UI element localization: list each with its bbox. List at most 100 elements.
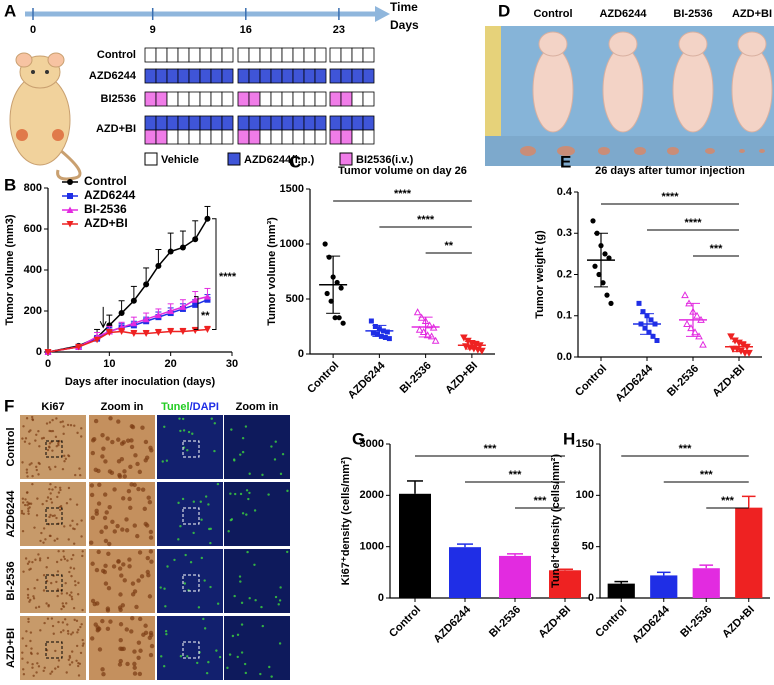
legend-swatch	[339, 152, 353, 166]
stain-dot	[65, 501, 69, 505]
schedule-box	[221, 47, 234, 63]
stain-dot	[147, 635, 153, 640]
stain-dot	[93, 622, 98, 627]
stain-dot	[59, 420, 62, 424]
stain-dot	[205, 671, 209, 675]
stain-dot	[25, 644, 28, 648]
x-tick-label: Control	[387, 604, 423, 640]
schedule-box	[362, 91, 375, 107]
stain-dot	[42, 669, 45, 673]
schedule-box	[166, 68, 179, 84]
schedule-box	[166, 91, 179, 107]
schedule-box	[351, 91, 364, 107]
x-tick-label: AZD+BI	[443, 360, 480, 397]
y-axis-label: Tumor weight (g)	[534, 230, 546, 319]
stain-dot	[279, 472, 283, 476]
y-axis-label: Ki67⁺density (cells/mm²)	[340, 456, 352, 585]
stain-dot	[56, 570, 60, 573]
stain-dot	[62, 629, 65, 632]
stain-dot	[57, 491, 61, 494]
stain-dot	[50, 617, 54, 620]
stain-dot	[125, 438, 131, 443]
stain-dot	[274, 440, 277, 443]
stain-dot	[254, 598, 257, 602]
marker	[130, 319, 138, 327]
stain-dot	[73, 580, 77, 583]
stain-dot	[28, 442, 31, 445]
histology-header-part: Zoom in	[101, 401, 144, 413]
stain-dot	[71, 519, 74, 523]
schedule-box	[237, 47, 250, 63]
stain-dot	[116, 437, 121, 442]
stain-dot	[248, 596, 251, 600]
stain-dot	[116, 419, 121, 424]
timeline-tick-label: 9	[150, 24, 156, 36]
stain-dot	[60, 592, 63, 595]
stain-dot	[74, 583, 77, 587]
marker	[93, 336, 101, 344]
stain-dot	[48, 466, 51, 469]
stain-dot	[62, 425, 65, 428]
stain-dot	[106, 551, 111, 556]
significance-label: **	[444, 240, 453, 252]
timeline-tick-label: 0	[30, 24, 36, 36]
significance-label: ***	[484, 443, 498, 455]
stain-dot	[286, 489, 289, 493]
schedule-box	[351, 47, 364, 63]
histology-header-part: /DAPI	[190, 401, 219, 413]
stain-dot	[130, 592, 136, 597]
histology-image	[224, 549, 290, 613]
stain-dot	[95, 601, 100, 606]
stain-dot	[24, 557, 28, 560]
stain-dot	[27, 510, 30, 513]
stain-dot	[160, 655, 163, 658]
schedule-box	[210, 91, 223, 107]
stain-dot	[137, 671, 143, 677]
stain-dot	[21, 651, 24, 654]
stain-dot	[29, 502, 33, 505]
stain-dot	[213, 422, 217, 425]
schedule-box	[314, 115, 327, 131]
stain-dot	[32, 595, 35, 598]
stain-dot	[110, 519, 115, 525]
schedule-row-label: AZD6244	[89, 70, 137, 82]
schedule-box	[329, 68, 342, 84]
marker	[179, 328, 187, 335]
stain-dot	[67, 658, 70, 661]
stain-dot	[62, 555, 66, 558]
stain-dot	[35, 433, 38, 436]
schedule-box	[259, 91, 272, 107]
stain-dot	[216, 602, 220, 605]
stain-dot	[54, 465, 57, 469]
point	[592, 263, 598, 269]
zoom-box	[182, 440, 200, 458]
point	[646, 329, 652, 335]
stain-dot	[38, 445, 41, 448]
stain-dot	[204, 495, 208, 498]
stain-dot	[70, 557, 73, 561]
schedule-box	[210, 129, 223, 145]
point	[636, 300, 642, 306]
point	[413, 308, 422, 316]
stain-dot	[49, 534, 52, 538]
stain-dot	[145, 569, 150, 575]
stain-dot	[159, 586, 162, 589]
stain-dot	[127, 564, 132, 569]
stain-dot	[239, 492, 243, 496]
y-axis-label: Tumor volume (mm3)	[4, 214, 16, 325]
stain-dot	[67, 454, 70, 457]
stain-dot	[148, 529, 154, 535]
stain-dot	[239, 580, 242, 583]
schedule-box	[314, 68, 327, 84]
stain-dot	[99, 529, 104, 534]
point	[322, 241, 328, 247]
y-tick-label: 600	[24, 223, 42, 235]
x-tick-label: 0	[45, 358, 51, 370]
stain-dot	[55, 580, 58, 584]
stain-dot	[80, 435, 83, 438]
stain-dot	[102, 515, 108, 521]
stain-dot	[112, 487, 117, 492]
stain-dot	[181, 497, 185, 501]
timeline-tick-label: 16	[240, 24, 252, 36]
stain-dot	[137, 550, 143, 555]
